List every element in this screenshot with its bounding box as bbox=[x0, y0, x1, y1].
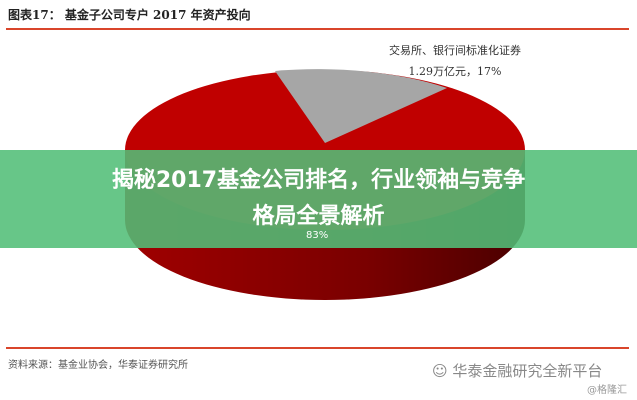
pie-slice-gray bbox=[275, 69, 447, 143]
source-note: 资料来源：基金业协会，华泰证券研究所 bbox=[8, 360, 188, 371]
headline-text: 揭秘2017基金公司排名，行业领袖与竞争格局全景解析 bbox=[111, 168, 526, 229]
slice-label-red: 83% bbox=[306, 230, 329, 241]
headline-banner: 揭秘2017基金公司排名，行业领袖与竞争格局全景解析 bbox=[0, 150, 637, 248]
footer-rule bbox=[6, 347, 629, 349]
slice-label-name: 交易所、银行间标准化证券 bbox=[389, 44, 521, 57]
wechat-icon: ☺ bbox=[432, 362, 453, 380]
chart-title: 图表17： 基金子公司专户 2017 年资产投向 bbox=[8, 8, 251, 22]
watermark-text: 华泰金融研究全新平台 bbox=[452, 362, 603, 380]
credit: @格隆汇 bbox=[587, 385, 627, 396]
slice-label-gray: 交易所、银行间标准化证券 1.29万亿元，17% bbox=[335, 40, 575, 82]
header-rule bbox=[6, 28, 629, 30]
watermark: ☺ 华泰金融研究全新平台 bbox=[432, 360, 602, 381]
slice-label-value: 1.29万亿元，17% bbox=[408, 65, 502, 78]
